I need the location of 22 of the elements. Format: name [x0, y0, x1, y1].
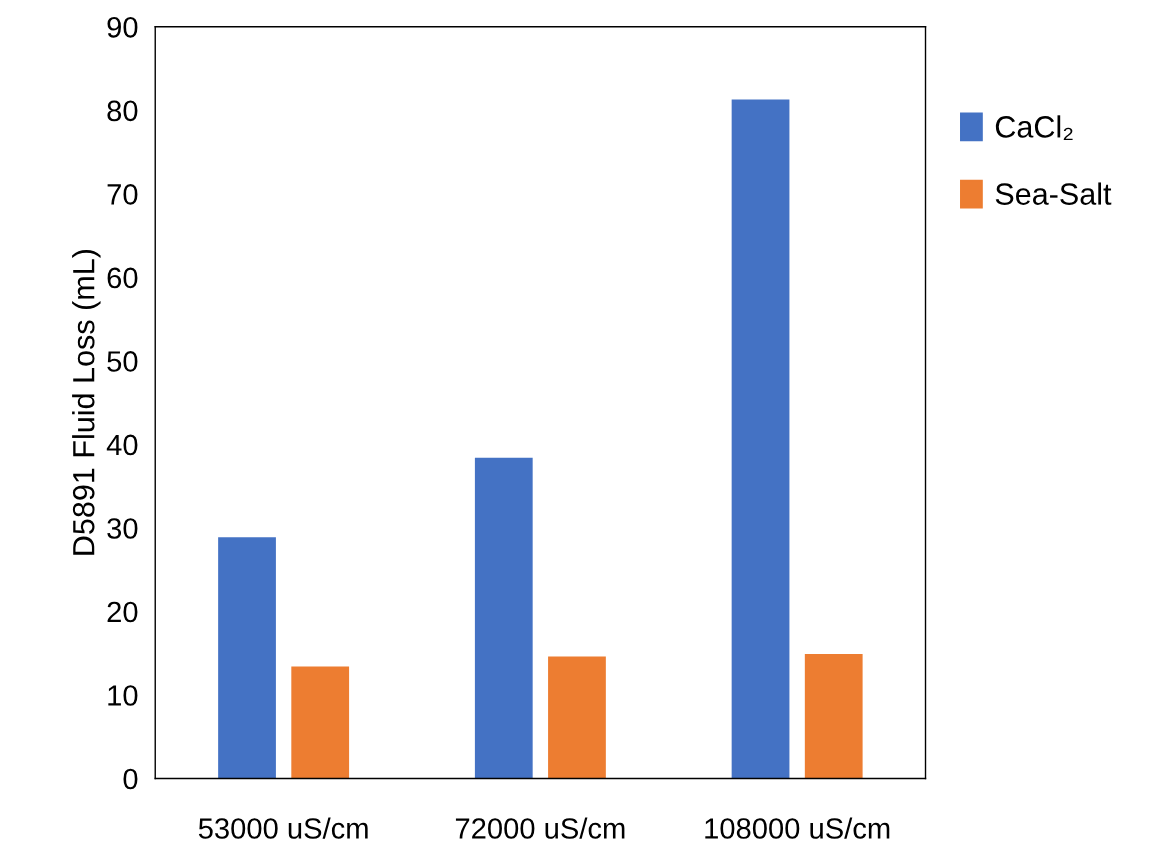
- x-tick-label: 53000 uS/cm: [198, 817, 368, 839]
- y-axis-title: D5891 Fluid Loss (mL): [72, 250, 101, 555]
- x-tick-label: 72000 uS/cm: [455, 817, 625, 839]
- legend-label: CaCl₂: [995, 115, 1073, 141]
- y-tick-label: 10: [108, 685, 138, 706]
- y-tick-label: 30: [107, 518, 138, 539]
- bar: [804, 654, 863, 779]
- y-tick-label: 0: [123, 768, 138, 790]
- y-tick-label: 20: [107, 601, 138, 623]
- y-tick-label: 50: [107, 351, 138, 372]
- y-tick-label: 90: [107, 17, 138, 38]
- bar: [218, 537, 276, 779]
- bar: [548, 656, 606, 779]
- y-tick-label: 60: [107, 267, 138, 289]
- y-tick-label: 40: [106, 434, 138, 456]
- x-tick-label: 108000 uS/cm: [705, 817, 890, 839]
- y-tick-label: 80: [107, 100, 138, 122]
- legend-label: Sea-Salt: [995, 182, 1112, 205]
- bar: [291, 666, 350, 779]
- bar: [731, 99, 790, 779]
- y-tick-label: 70: [107, 184, 138, 205]
- bar: [474, 457, 533, 779]
